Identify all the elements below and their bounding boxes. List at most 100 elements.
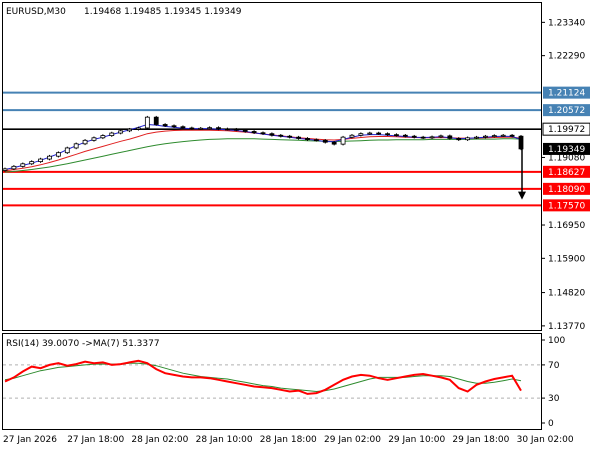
level-label-box-support xyxy=(543,182,590,195)
candle-body xyxy=(500,134,506,137)
candle-body xyxy=(509,134,515,137)
price-y-tick-label: 1.22290 xyxy=(548,52,585,62)
candle-body xyxy=(340,136,346,145)
candle-body xyxy=(376,132,382,135)
candle-body xyxy=(189,127,195,130)
candle-body xyxy=(456,138,462,141)
rsi-y-tick-label: 0 xyxy=(548,419,554,429)
price-panel-frame xyxy=(2,2,542,331)
axis-layer: 27 Jan 2026 27 Jan 18:00 28 Jan 02:00 28 Ja… xyxy=(3,18,585,445)
rsi-y-tick-label: 70 xyxy=(548,361,560,371)
rsi-header-label: RSI(14) 39.0070 ->MA(7) 51.3377 xyxy=(6,339,160,349)
level-label-support: 1.18090 xyxy=(548,185,585,195)
x-tick-label: 29 Jan 18:00 xyxy=(452,435,509,445)
candle-body xyxy=(251,131,257,134)
candle-body xyxy=(322,139,328,143)
candle-body xyxy=(162,124,168,127)
candle-body xyxy=(20,163,26,167)
candle-body xyxy=(47,155,52,160)
price-y-tick-label: 1.23340 xyxy=(548,18,585,28)
level-label-support: 1.17570 xyxy=(548,201,585,211)
x-tick-label: 28 Jan 02:00 xyxy=(131,435,188,445)
down-arrow-head xyxy=(518,191,526,200)
x-tick-label: 27 Jan 2026 xyxy=(3,435,57,445)
candle-body xyxy=(491,135,497,137)
candle-body xyxy=(38,158,43,162)
level-label-resistance: 1.20572 xyxy=(548,106,585,116)
candle-body xyxy=(144,116,150,129)
price-y-tick-label: 1.16950 xyxy=(548,221,585,231)
candle-body xyxy=(118,130,124,134)
candle-body xyxy=(518,135,524,150)
level-label-box-current xyxy=(543,142,590,155)
level-label-box-support xyxy=(543,199,590,212)
candle-body xyxy=(153,116,159,125)
level-label-current: 1.19349 xyxy=(548,145,585,155)
candle-body xyxy=(100,135,106,139)
rsi-layer xyxy=(3,359,541,399)
candle-body xyxy=(127,128,132,132)
price-y-tick-label: 1.15900 xyxy=(548,254,585,264)
level-label-support: 1.18627 xyxy=(548,168,585,178)
candle-body xyxy=(29,161,35,165)
candle-body xyxy=(225,128,230,131)
candle-body xyxy=(438,135,444,138)
candle-body xyxy=(465,137,471,141)
x-tick-label: 27 Jan 18:00 xyxy=(67,435,124,445)
x-tick-label: 28 Jan 10:00 xyxy=(196,435,253,445)
level-label-layer: 1.21124 1.20572 1.19972 1.19349 1.18627 1.180… xyxy=(542,86,590,212)
rsi-y-tick-label: 30 xyxy=(548,394,560,404)
candle-body xyxy=(242,129,248,132)
x-tick-label: 29 Jan 10:00 xyxy=(388,435,445,445)
candle-body xyxy=(216,127,221,130)
candle-body xyxy=(269,133,275,136)
candle-body xyxy=(2,168,8,171)
price-y-tick-label: 1.19080 xyxy=(548,153,585,163)
rsi-y-tick-label: 100 xyxy=(548,336,565,346)
candle-body xyxy=(296,136,301,139)
level-label-box-resistance xyxy=(543,86,590,99)
candle-body xyxy=(394,134,399,137)
candle-body xyxy=(474,136,479,139)
ohlc-label: 1.19468 1.19485 1.19345 1.19349 xyxy=(84,7,242,17)
candle-body xyxy=(91,137,97,141)
x-tick-label: 29 Jan 02:00 xyxy=(324,435,381,445)
candle-body xyxy=(11,165,17,170)
level-label-resistance: 1.21124 xyxy=(548,89,585,99)
price-layer xyxy=(2,91,541,207)
price-y-tick-label: 1.14820 xyxy=(548,289,585,299)
candle-body xyxy=(447,135,453,139)
candle-body xyxy=(82,139,88,145)
candle-body xyxy=(429,136,435,139)
candle-body xyxy=(420,136,426,139)
candle-body xyxy=(385,133,390,136)
candle-body xyxy=(55,152,61,157)
candle-body xyxy=(349,134,355,138)
candle-body xyxy=(180,126,186,129)
symbol-label: EURUSD,M30 xyxy=(6,7,66,17)
candle-body xyxy=(402,134,408,137)
level-label-box-support xyxy=(543,165,590,178)
candle-body xyxy=(278,134,284,137)
rsi-line xyxy=(4,359,522,395)
level-label-box-resistance xyxy=(543,104,590,117)
candle-body xyxy=(411,135,417,138)
candle-body xyxy=(207,127,213,130)
candle-body xyxy=(233,128,239,131)
level-label-box-pivot xyxy=(542,122,590,136)
price-y-tick-label: 1.13770 xyxy=(548,322,585,332)
candle-body xyxy=(367,132,373,135)
x-tick-label: 28 Jan 18:00 xyxy=(260,435,317,445)
candle-body xyxy=(358,133,364,136)
x-tick-label: 30 Jan 02:00 xyxy=(517,435,574,445)
candle-body xyxy=(331,141,337,145)
candle-body xyxy=(483,135,488,138)
ma-slow-line xyxy=(4,138,522,173)
candle-body xyxy=(109,132,115,136)
candle-body xyxy=(64,147,70,154)
candle-body xyxy=(136,127,141,130)
candle-body xyxy=(198,127,204,130)
candle-body xyxy=(171,125,177,128)
candle-body xyxy=(313,139,319,142)
